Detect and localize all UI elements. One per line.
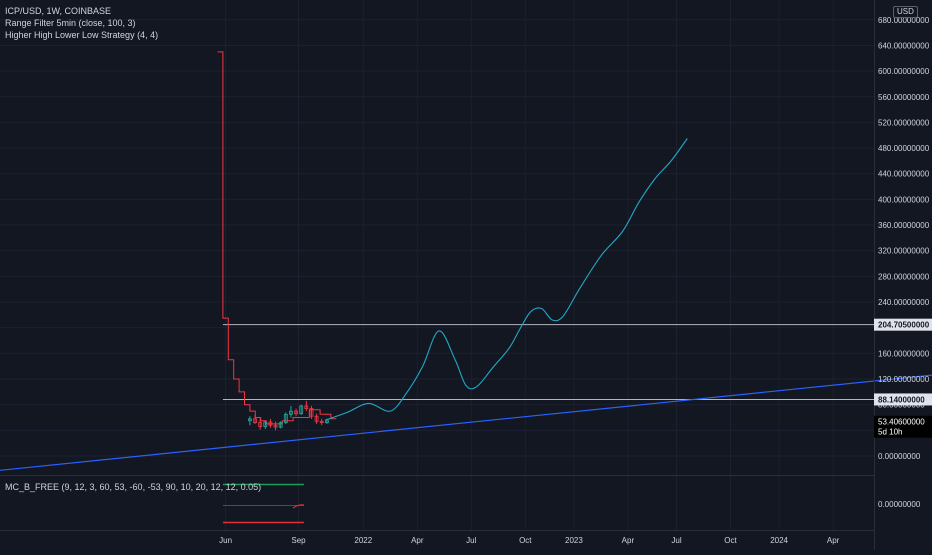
horizontal-levels: [222, 324, 874, 400]
price-label-text: 53.40600000: [878, 418, 925, 427]
x-tick-label: Jun: [219, 536, 232, 545]
price-label-bg: [874, 393, 932, 406]
candle: [299, 404, 304, 415]
projection-layer: [325, 138, 688, 421]
range-filter-line: [217, 51, 337, 425]
price-label-bg: [874, 415, 932, 438]
price-label-text: 204.70500000: [878, 321, 930, 330]
y-tick-label: 320.00000000: [878, 247, 930, 256]
y-tick-label: 600.00000000: [878, 67, 930, 76]
oscillator-zero-label: 0.00000000: [878, 500, 921, 509]
candle: [283, 412, 288, 424]
legend-hhll-strategy[interactable]: Higher High Lower Low Strategy (4, 4): [5, 30, 159, 40]
x-tick-label: Sep: [291, 536, 306, 545]
grid: [0, 0, 874, 530]
candle: [289, 405, 293, 418]
candle: [278, 421, 283, 429]
candle-body: [258, 422, 263, 427]
x-tick-label: Jul: [466, 536, 476, 545]
candle: [253, 414, 257, 424]
y-tick-label: 560.00000000: [878, 93, 930, 102]
y-tick-label: 360.00000000: [878, 221, 930, 230]
oscillator-legend[interactable]: MC_B_FREE (9, 12, 3, 60, 53, -60, -53, 9…: [5, 482, 262, 492]
x-tick-label: Apr: [411, 536, 424, 545]
y-tick-label: 520.00000000: [878, 118, 930, 127]
candle-body: [289, 410, 293, 415]
y-tick-label: 680.00000000: [878, 16, 930, 25]
candle: [247, 416, 252, 426]
legend-range-filter[interactable]: Range Filter 5min (close, 100, 3): [5, 18, 136, 28]
trend-line-layer: [0, 374, 932, 471]
range-filter-layer: [217, 51, 337, 425]
y-tick-label: 440.00000000: [878, 170, 930, 179]
candle: [273, 421, 278, 431]
candle-body: [304, 405, 309, 409]
candle-body: [283, 413, 288, 424]
y-tick-label: 640.00000000: [878, 41, 930, 50]
candle: [304, 400, 309, 412]
candle-body: [309, 408, 314, 417]
x-tick-label: Oct: [724, 536, 737, 545]
currency-button[interactable]: USD: [893, 6, 918, 18]
y-tick-label: 280.00000000: [878, 272, 930, 281]
candle: [268, 418, 273, 428]
x-tick-label: Jul: [671, 536, 681, 545]
x-tick-label: Apr: [622, 536, 635, 545]
candle: [294, 408, 298, 417]
candle-body: [268, 421, 273, 426]
projection-line: [325, 138, 688, 421]
candle-body: [294, 410, 298, 415]
candle-body: [247, 418, 252, 422]
y-tick-label: 400.00000000: [878, 195, 930, 204]
legend-symbol[interactable]: ICP/USD, 1W, COINBASE: [5, 6, 112, 16]
oscillator-signal: [292, 504, 305, 509]
x-tick-label: 2022: [354, 536, 372, 545]
candles-layer: [247, 400, 329, 431]
y-tick-label: 160.00000000: [878, 349, 930, 358]
candle-body: [314, 415, 319, 422]
candle-body: [278, 422, 283, 428]
price-label: 88.14000000: [874, 393, 932, 406]
candle: [319, 418, 324, 426]
x-tick-label: 2023: [565, 536, 583, 545]
price-label-bg: [874, 318, 932, 331]
candle-body: [263, 421, 268, 427]
y-tick-label: 480.00000000: [878, 144, 930, 153]
x-tick-label: 2024: [770, 536, 788, 545]
price-label: 204.70500000: [874, 318, 932, 331]
price-label-text: 88.14000000: [878, 395, 925, 404]
x-tick-label: Apr: [827, 536, 840, 545]
y-tick-label: 120.00000000: [878, 375, 930, 384]
candle-body: [299, 405, 304, 415]
y-tick-label: 240.00000000: [878, 298, 930, 307]
candle: [258, 418, 263, 430]
candle-body: [273, 424, 278, 428]
oscillator-pane: [222, 483, 305, 524]
chart-legend: ICP/USD, 1W, COINBASE Range Filter 5min …: [5, 5, 158, 41]
candle: [263, 420, 268, 430]
candle: [314, 413, 319, 424]
trend-line: [0, 374, 932, 471]
candle-body: [253, 418, 257, 424]
x-tick-label: Oct: [519, 536, 532, 545]
y-tick-label: 0.00000000: [878, 452, 921, 461]
candle: [309, 405, 314, 419]
price-label-countdown: 5d 10h: [878, 428, 902, 437]
candle-body: [319, 420, 324, 424]
